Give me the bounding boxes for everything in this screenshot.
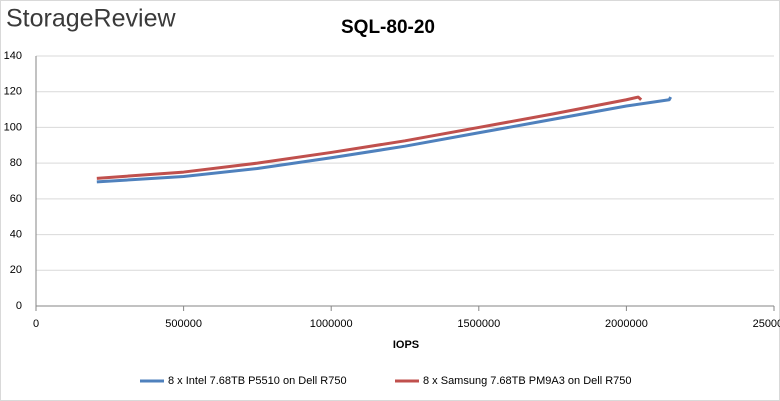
legend-label: 8 x Intel 7.68TB P5510 on Dell R750: [168, 375, 347, 387]
y-tick-label: 40: [10, 228, 22, 240]
x-tick-label: 2500000: [753, 318, 780, 330]
y-tick-label: 100: [4, 121, 22, 133]
y-tick-label: 0: [16, 300, 22, 312]
x-tick-label: 500000: [165, 318, 202, 330]
y-tick-label: 120: [4, 86, 22, 98]
series-line: [96, 95, 643, 180]
x-tick-label: 1500000: [457, 318, 500, 330]
x-tick-label: 1000000: [310, 318, 353, 330]
y-tick-label: 20: [10, 264, 22, 276]
chart-title: SQL-80-20: [341, 17, 435, 38]
x-tick-label: 2000000: [605, 318, 648, 330]
series-line: [96, 96, 672, 184]
y-tick-label: 60: [10, 193, 22, 205]
logo: StorageReview: [6, 5, 176, 33]
x-tick-label: 0: [33, 318, 39, 330]
y-tick-label: 140: [4, 50, 22, 62]
y-tick-label: 80: [10, 157, 22, 169]
legend-label: 8 x Samsung 7.68TB PM9A3 on Dell R750: [423, 375, 632, 387]
x-axis-label: IOPS: [393, 339, 419, 351]
